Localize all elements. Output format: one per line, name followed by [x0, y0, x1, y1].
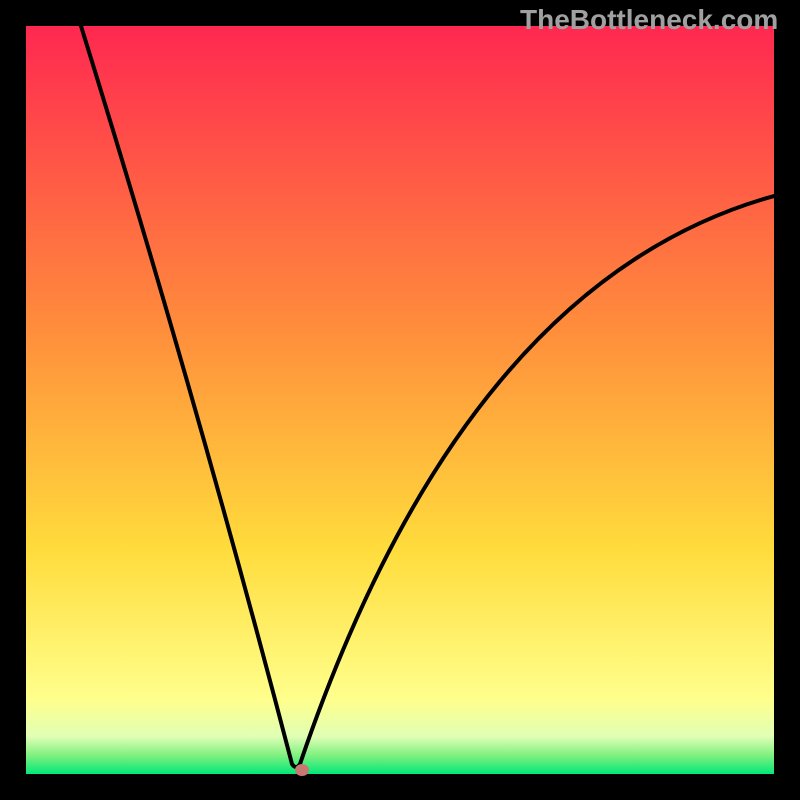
- chart-container: TheBottleneck.com: [0, 0, 800, 800]
- bottleneck-curve: [26, 26, 774, 774]
- plot-area: [26, 26, 774, 774]
- min-marker: [295, 764, 309, 776]
- watermark-text: TheBottleneck.com: [520, 4, 778, 36]
